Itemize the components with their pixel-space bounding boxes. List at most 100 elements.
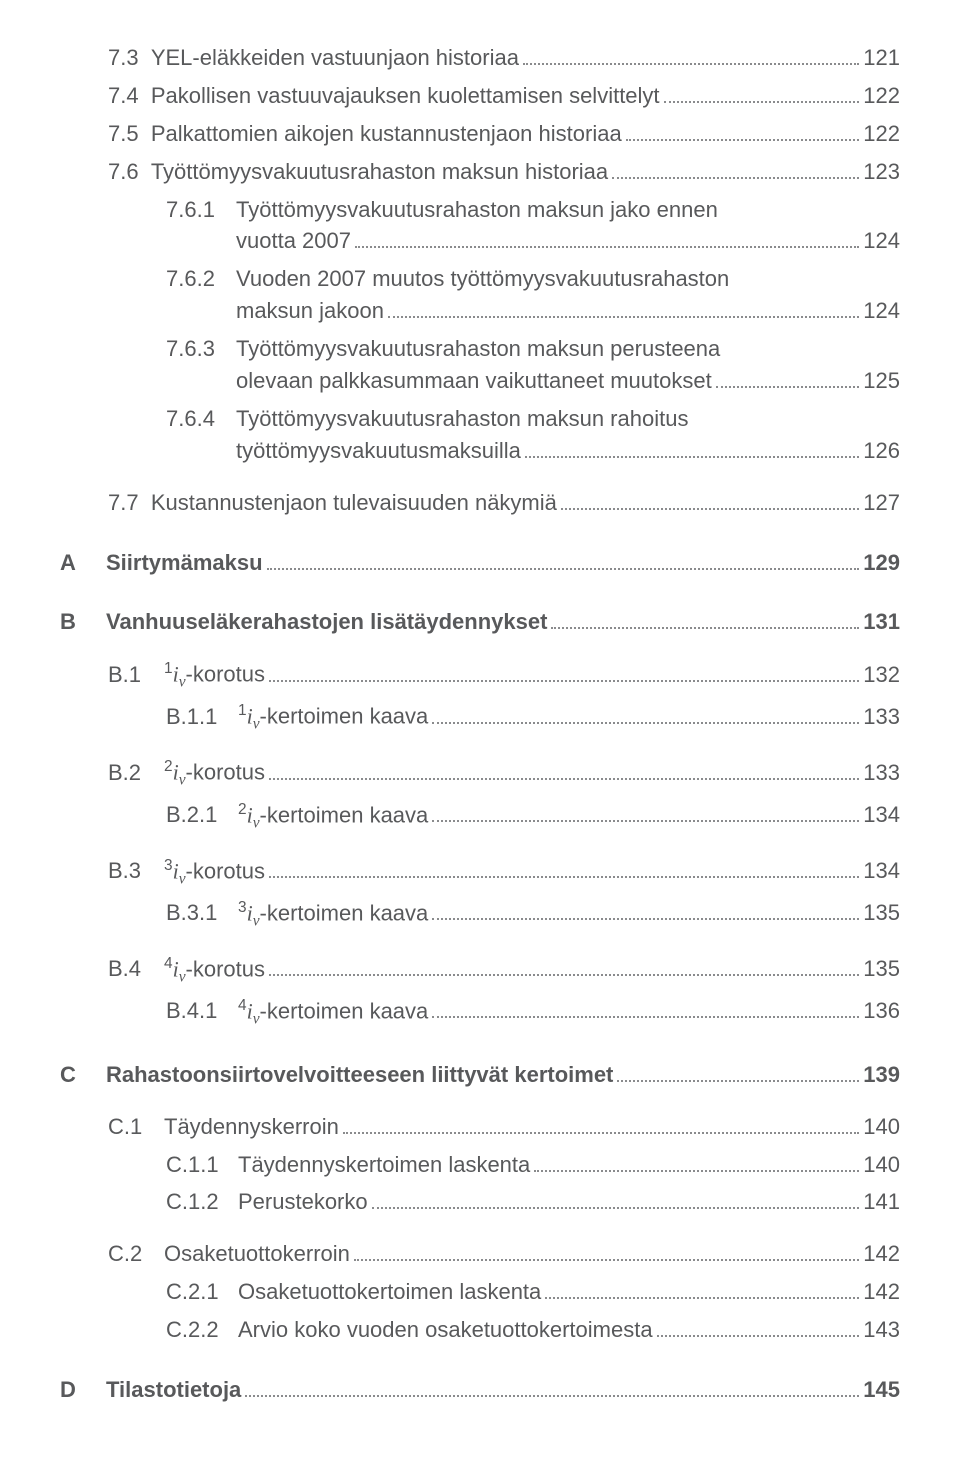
toc-entry: 7.6.2 Vuoden 2007 muutos työttömyysvakuu…: [166, 263, 900, 327]
toc-number: D: [60, 1374, 106, 1406]
toc-number: B.3: [108, 855, 164, 887]
toc-entry: 7.5 Palkattomien aikojen kustannustenjao…: [108, 118, 900, 150]
toc-leader: [525, 436, 859, 458]
toc-title: Kustannustenjaon tulevaisuuden näkymiä: [151, 487, 557, 519]
toc-entry: C.2.1 Osaketuottokertoimen laskenta 142: [166, 1276, 900, 1308]
toc-number: B.1.1: [166, 701, 238, 733]
toc-entry: C.1 Täydennyskerroin 140: [108, 1111, 900, 1143]
toc-title: Osaketuottokertoimen laskenta: [238, 1276, 541, 1308]
toc-title: Arvio koko vuoden osaketuottokertoimesta: [238, 1314, 653, 1346]
toc-page: 134: [863, 855, 900, 887]
toc-number: 7.6: [108, 156, 139, 188]
toc-title: Rahastoonsiirtovelvoitteeseen liittyvät …: [106, 1059, 613, 1091]
toc-number: B.4.1: [166, 995, 238, 1027]
toc-title: 4iv-korotus: [164, 953, 265, 989]
toc-number: B.4: [108, 953, 164, 985]
toc-title: Palkattomien aikojen kustannustenjaon hi…: [151, 118, 622, 150]
toc-page: 142: [863, 1238, 900, 1270]
toc-page: 122: [863, 80, 900, 112]
toc-entry: 7.6.3 Työttömyysvakuutusrahaston maksun …: [166, 333, 900, 397]
toc-entry: B.4.1 4iv-kertoimen kaava 136: [166, 995, 900, 1031]
toc-entry: 7.3 YEL-eläkkeiden vastuunjaon historiaa…: [108, 42, 900, 74]
toc-title: 4iv-kertoimen kaava: [238, 995, 428, 1031]
toc-page: 139: [863, 1059, 900, 1091]
toc-entry: C.1.1 Täydennyskertoimen laskenta 140: [166, 1149, 900, 1181]
toc-leader: [534, 1150, 859, 1172]
toc-page: 140: [863, 1149, 900, 1181]
toc-leader: [432, 702, 859, 724]
toc-entry: C.2.2 Arvio koko vuoden osaketuottokerto…: [166, 1314, 900, 1346]
toc-leader: [269, 660, 859, 682]
toc-title: Pakollisen vastuuvajauksen kuolettamisen…: [151, 80, 660, 112]
toc-leader: [267, 548, 860, 570]
toc-title: Täydennyskerroin: [164, 1111, 339, 1143]
toc-title-line1: Työttömyysvakuutusrahaston maksun jako e…: [236, 194, 900, 226]
toc-number: B.3.1: [166, 897, 238, 929]
toc-title: 1iv-korotus: [164, 658, 265, 694]
toc-title: 3iv-kertoimen kaava: [238, 897, 428, 933]
toc-page: 142: [863, 1276, 900, 1308]
toc-title-line2: työttömyysvakuutusmaksuilla: [236, 435, 521, 467]
toc-entry: 7.6.1 Työttömyysvakuutusrahaston maksun …: [166, 194, 900, 258]
toc-number: C.2: [108, 1238, 164, 1270]
toc-leader: [269, 856, 859, 878]
toc-number: 7.6.3: [166, 333, 236, 365]
toc-number: 7.7: [108, 487, 139, 519]
toc-entry: C.1.2 Perustekorko 141: [166, 1186, 900, 1218]
toc-page: 131: [863, 606, 900, 638]
toc-title: Työttömyysvakuutusrahaston maksun histor…: [151, 156, 608, 188]
toc-entry: B.2.1 2iv-kertoimen kaava 134: [166, 799, 900, 835]
toc-number: B.1: [108, 659, 164, 691]
toc-number: 7.6.1: [166, 194, 236, 226]
toc-leader: [612, 157, 859, 179]
toc-number: C: [60, 1059, 106, 1091]
toc-leader: [432, 898, 859, 920]
toc-title: Täydennyskertoimen laskenta: [238, 1149, 530, 1181]
toc-leader: [432, 800, 859, 822]
toc-title-line2: maksun jakoon: [236, 295, 384, 327]
toc-page: 143: [863, 1314, 900, 1346]
toc-entry: B.4 4iv-korotus 135: [108, 953, 900, 989]
toc-leader: [716, 366, 860, 388]
toc-leader: [269, 758, 859, 780]
toc-title: 2iv-kertoimen kaava: [238, 799, 428, 835]
toc-entry: B.3.1 3iv-kertoimen kaava 135: [166, 897, 900, 933]
toc-page: 132: [863, 659, 900, 691]
toc-page: 129: [863, 547, 900, 579]
toc-page: 124: [863, 295, 900, 327]
toc-page: 145: [863, 1374, 900, 1406]
toc-title: 2iv-korotus: [164, 756, 265, 792]
toc-number: B.2.1: [166, 799, 238, 831]
toc-page: 127: [863, 487, 900, 519]
toc-leader: [388, 296, 859, 318]
toc-leader: [354, 1240, 859, 1262]
toc-number: C.1.1: [166, 1149, 238, 1181]
toc-chapter: B Vanhuuseläkerahastojen lisätäydennykse…: [60, 606, 900, 638]
toc-entry: C.2 Osaketuottokerroin 142: [108, 1238, 900, 1270]
toc-title: Osaketuottokerroin: [164, 1238, 350, 1270]
toc-page: 134: [863, 799, 900, 831]
toc-leader: [664, 81, 860, 103]
toc-title: Perustekorko: [238, 1186, 368, 1218]
toc-leader: [657, 1315, 860, 1337]
toc-title-line1: Vuoden 2007 muutos työttömyysvakuutusrah…: [236, 263, 900, 295]
toc-leader: [523, 43, 859, 65]
toc-number: C.1.2: [166, 1186, 238, 1218]
toc-leader: [617, 1060, 859, 1082]
toc-page: 123: [863, 156, 900, 188]
toc-number: 7.4: [108, 80, 139, 112]
toc-entry: B.1.1 1iv-kertoimen kaava 133: [166, 700, 900, 736]
toc-number: B.2: [108, 757, 164, 789]
toc-page: 133: [863, 701, 900, 733]
toc-title: Siirtymämaksu: [106, 547, 263, 579]
toc-leader: [626, 119, 860, 141]
toc-page: 136: [863, 995, 900, 1027]
toc-leader: [245, 1375, 859, 1397]
toc-page: 126: [863, 435, 900, 467]
toc-page: 125: [863, 365, 900, 397]
toc-leader: [561, 488, 859, 510]
toc-page: 140: [863, 1111, 900, 1143]
toc-title-line2: olevaan palkkasummaan vaikuttaneet muuto…: [236, 365, 712, 397]
toc-number: 7.3: [108, 42, 139, 74]
toc-number: 7.6.2: [166, 263, 236, 295]
